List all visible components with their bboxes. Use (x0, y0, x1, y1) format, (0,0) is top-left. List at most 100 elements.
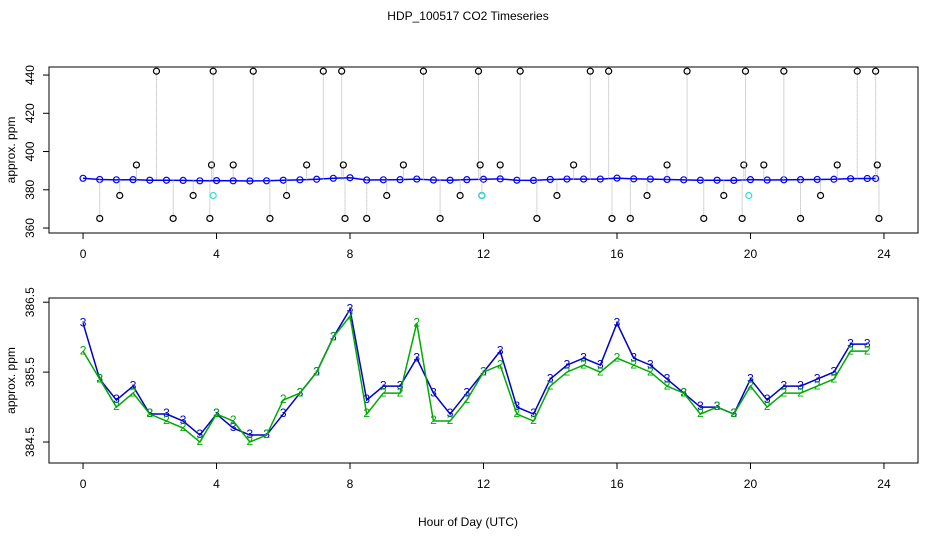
outlier-point (116, 191, 124, 200)
data-marker: 2 (730, 406, 737, 420)
outlier-point (249, 67, 257, 75)
data-marker: 2 (380, 385, 387, 399)
data-marker: 3 (280, 406, 287, 420)
data-marker: 3 (447, 406, 454, 420)
outlier-point (206, 214, 214, 223)
data-point (478, 191, 486, 200)
x-tick-label: 12 (477, 247, 491, 261)
data-marker: 3 (714, 399, 721, 413)
data-marker: 3 (413, 350, 420, 364)
data-marker: 2 (297, 385, 304, 399)
data-marker: 2 (781, 385, 788, 399)
data-marker: 2 (514, 406, 521, 420)
data-marker: 2 (280, 392, 287, 406)
outlier-point (663, 161, 671, 169)
data-marker: 2 (647, 364, 654, 378)
data-point (513, 176, 521, 184)
outlier-point (266, 214, 274, 223)
data-marker: 2 (564, 364, 571, 378)
outlier-point (283, 191, 291, 200)
outlier-point (683, 67, 691, 75)
data-marker: 2 (714, 399, 721, 413)
data-marker: 3 (630, 350, 637, 364)
data-marker: 2 (130, 385, 137, 399)
data-point (79, 174, 87, 182)
data-point (646, 175, 654, 183)
data-marker: 2 (413, 315, 420, 329)
data-marker: 3 (764, 392, 771, 406)
outlier-point (496, 161, 504, 169)
x-tick-label: 0 (80, 477, 87, 491)
data-point (246, 177, 254, 185)
outlier-point (169, 214, 177, 223)
data-marker: 3 (564, 357, 571, 371)
outlier-point (872, 67, 880, 75)
data-point (596, 175, 604, 183)
outlier-point (399, 161, 408, 169)
data-marker: 2 (864, 343, 871, 357)
outlier-point (132, 161, 141, 169)
x-tick-label: 24 (877, 477, 891, 491)
outlier-point (516, 67, 524, 75)
data-point (363, 176, 371, 184)
data-marker: 3 (781, 378, 788, 392)
data-point (313, 175, 321, 183)
data-marker: 2 (630, 357, 637, 371)
data-point (546, 175, 554, 184)
data-marker: 2 (697, 406, 704, 420)
data-point (846, 175, 855, 183)
outlier-point (303, 161, 311, 169)
data-marker: 3 (814, 371, 821, 385)
data-marker: 3 (614, 315, 621, 329)
x-tick-label: 16 (610, 477, 624, 491)
outlier-point (738, 214, 746, 223)
series-line (82, 176, 876, 182)
data-point (680, 176, 688, 184)
outlier-point (700, 214, 708, 223)
outlier-point (436, 214, 444, 223)
x-tick-label: 0 (80, 247, 87, 261)
data-marker: 3 (397, 378, 404, 392)
y-tick-label: 380 (23, 179, 37, 199)
data-marker: 2 (163, 413, 170, 427)
y-axis-label: approx. ppm (4, 117, 18, 184)
data-point (346, 174, 354, 182)
data-marker: 2 (814, 378, 821, 392)
data-point (229, 177, 237, 185)
outlier-point (363, 214, 371, 223)
outlier-point (626, 214, 634, 223)
data-point (630, 175, 638, 183)
chart-title: HDP_100517 CO2 Timeseries (387, 9, 548, 23)
outlier-point (740, 161, 748, 169)
outlier-point (96, 214, 104, 223)
data-point (296, 176, 304, 184)
y-tick-label: 400 (23, 141, 37, 161)
data-marker: 2 (831, 371, 838, 385)
data-point (496, 175, 504, 183)
data-point (146, 176, 154, 184)
y-tick-label: 440 (23, 65, 37, 85)
data-point (613, 174, 621, 182)
data-marker: 3 (247, 427, 254, 441)
outlier-point (339, 161, 347, 169)
outlier-point (833, 161, 841, 169)
data-marker: 2 (196, 434, 203, 448)
data-marker: 2 (213, 406, 220, 420)
data-marker: 3 (847, 336, 854, 350)
data-point (413, 175, 421, 183)
data-marker: 3 (463, 385, 470, 399)
outlier-point (456, 191, 464, 200)
x-tick-label: 20 (744, 477, 758, 491)
outlier-point (780, 67, 788, 75)
y-tick-label: 386.5 (23, 287, 37, 317)
outlier-point (853, 67, 861, 75)
data-point (863, 174, 871, 183)
outlier-point (476, 161, 484, 169)
data-marker: 2 (580, 357, 587, 371)
outlier-point (419, 67, 428, 75)
outlier-point (875, 214, 883, 223)
data-marker: 2 (530, 413, 537, 427)
data-point (162, 176, 171, 184)
data-marker: 3 (864, 336, 871, 350)
